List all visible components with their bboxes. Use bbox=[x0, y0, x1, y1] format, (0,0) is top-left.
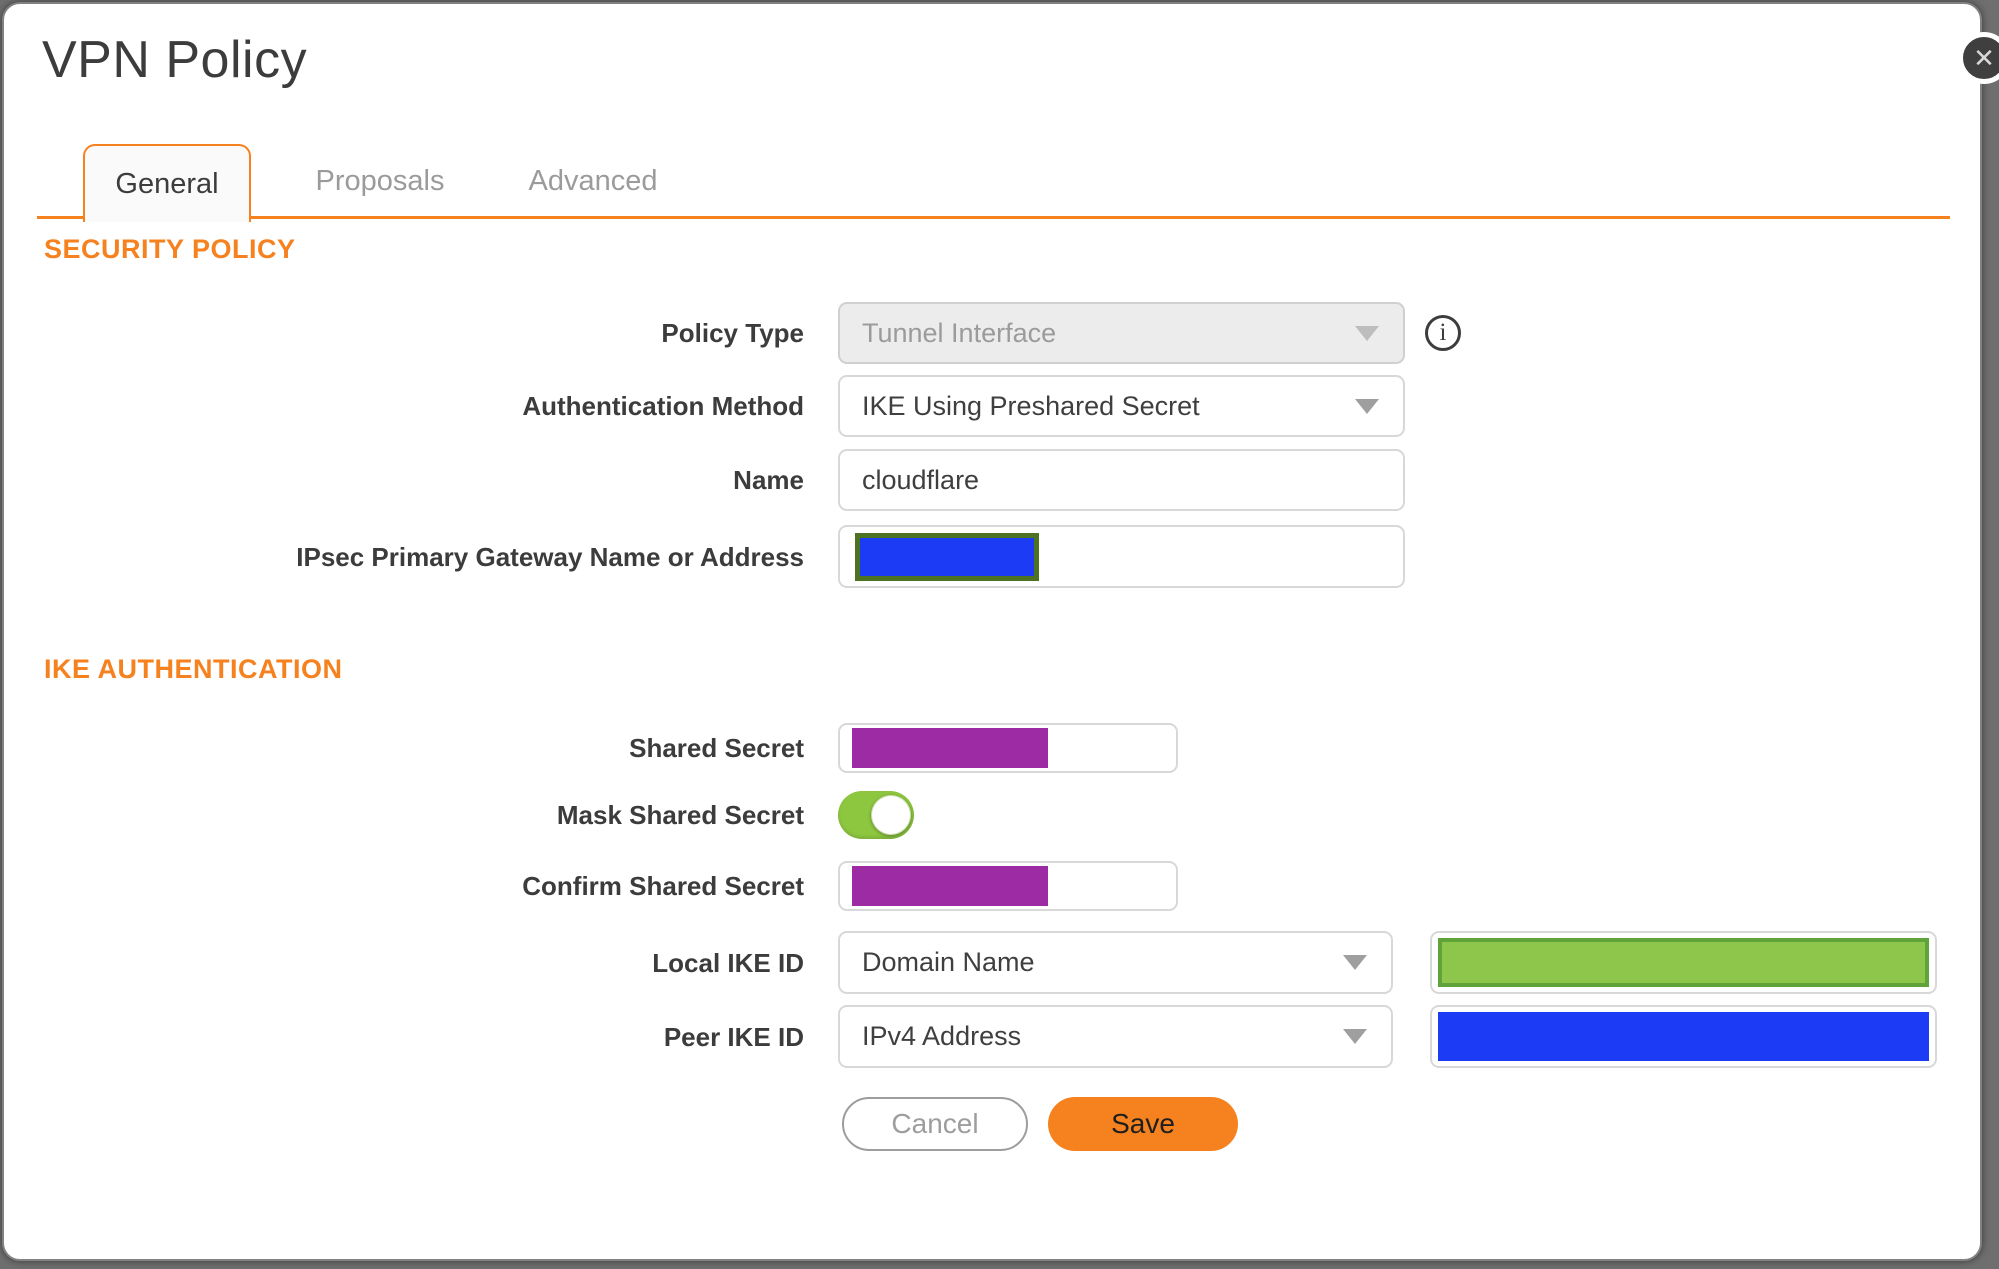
dialog-actions: Cancel Save bbox=[842, 1097, 1980, 1151]
peer-ike-id-label: Peer IKE ID bbox=[663, 1021, 804, 1052]
policy-type-row: Policy Type Tunnel Interface i bbox=[4, 302, 1980, 364]
auth-method-row: Authentication Method IKE Using Preshare… bbox=[4, 375, 1980, 437]
chevron-down-icon bbox=[1343, 1029, 1367, 1044]
section-heading-security-policy: SECURITY POLICY bbox=[44, 234, 296, 264]
name-label: Name bbox=[733, 465, 804, 495]
tab-bar: General Proposals Advanced bbox=[37, 144, 1950, 222]
gateway-redaction-block bbox=[855, 532, 1039, 581]
save-button[interactable]: Save bbox=[1048, 1097, 1238, 1151]
policy-type-select: Tunnel Interface bbox=[838, 302, 1405, 364]
cancel-button[interactable]: Cancel bbox=[842, 1097, 1028, 1151]
auth-method-label: Authentication Method bbox=[522, 391, 804, 421]
confirm-shared-secret-input[interactable] bbox=[838, 861, 1178, 911]
peer-ike-id-input[interactable] bbox=[1430, 1005, 1937, 1068]
gateway-input[interactable] bbox=[838, 525, 1405, 588]
chevron-down-icon bbox=[1355, 398, 1379, 414]
tab-proposals[interactable]: Proposals bbox=[315, 165, 445, 197]
shared-secret-label: Shared Secret bbox=[629, 733, 804, 763]
peer-ike-id-redaction-block bbox=[1438, 1012, 1929, 1061]
info-icon-glyph: i bbox=[1439, 319, 1447, 346]
auth-method-select[interactable]: IKE Using Preshared Secret bbox=[838, 375, 1405, 437]
name-input[interactable] bbox=[838, 449, 1405, 511]
mask-shared-secret-toggle[interactable] bbox=[838, 791, 914, 839]
local-ike-id-select[interactable]: Domain Name bbox=[838, 931, 1393, 994]
policy-type-value: Tunnel Interface bbox=[862, 317, 1057, 348]
chevron-down-icon bbox=[1343, 955, 1367, 970]
shared-secret-row: Shared Secret bbox=[4, 723, 1980, 773]
toggle-knob bbox=[871, 795, 911, 835]
local-ike-id-value: Domain Name bbox=[862, 947, 1035, 977]
policy-type-label: Policy Type bbox=[661, 318, 804, 348]
chevron-down-icon bbox=[1355, 325, 1379, 341]
local-ike-id-input[interactable] bbox=[1430, 931, 1937, 994]
peer-ike-id-row: Peer IKE ID IPv4 Address bbox=[4, 1005, 1980, 1068]
gateway-row: IPsec Primary Gateway Name or Address bbox=[4, 525, 1980, 588]
close-icon: ✕ bbox=[1973, 42, 1995, 73]
local-ike-id-redaction-block bbox=[1438, 938, 1929, 987]
mask-shared-secret-label: Mask Shared Secret bbox=[556, 800, 804, 830]
name-row: Name bbox=[4, 449, 1980, 511]
local-ike-id-row: Local IKE ID Domain Name bbox=[4, 931, 1980, 994]
tab-general[interactable]: General bbox=[83, 144, 251, 222]
shared-secret-input[interactable] bbox=[838, 723, 1178, 773]
confirm-shared-secret-label: Confirm Shared Secret bbox=[522, 871, 804, 901]
peer-ike-id-select[interactable]: IPv4 Address bbox=[838, 1005, 1393, 1068]
local-ike-id-label: Local IKE ID bbox=[652, 947, 804, 978]
section-heading-ike-authentication: IKE AUTHENTICATION bbox=[44, 654, 343, 684]
info-icon[interactable]: i bbox=[1425, 315, 1461, 351]
shared-secret-redaction-block bbox=[852, 728, 1048, 768]
mask-shared-secret-row: Mask Shared Secret bbox=[4, 791, 1980, 839]
gateway-label: IPsec Primary Gateway Name or Address bbox=[296, 541, 804, 572]
confirm-shared-secret-redaction-block bbox=[852, 866, 1048, 906]
peer-ike-id-value: IPv4 Address bbox=[862, 1021, 1022, 1051]
dialog-title: VPN Policy bbox=[42, 31, 308, 89]
tab-panel-general: SECURITY POLICY Policy Type Tunnel Inter… bbox=[4, 232, 1980, 1151]
tab-advanced[interactable]: Advanced bbox=[528, 165, 658, 197]
confirm-shared-secret-row: Confirm Shared Secret bbox=[4, 861, 1980, 911]
auth-method-value: IKE Using Preshared Secret bbox=[862, 390, 1200, 421]
close-button[interactable]: ✕ bbox=[1958, 32, 1999, 84]
